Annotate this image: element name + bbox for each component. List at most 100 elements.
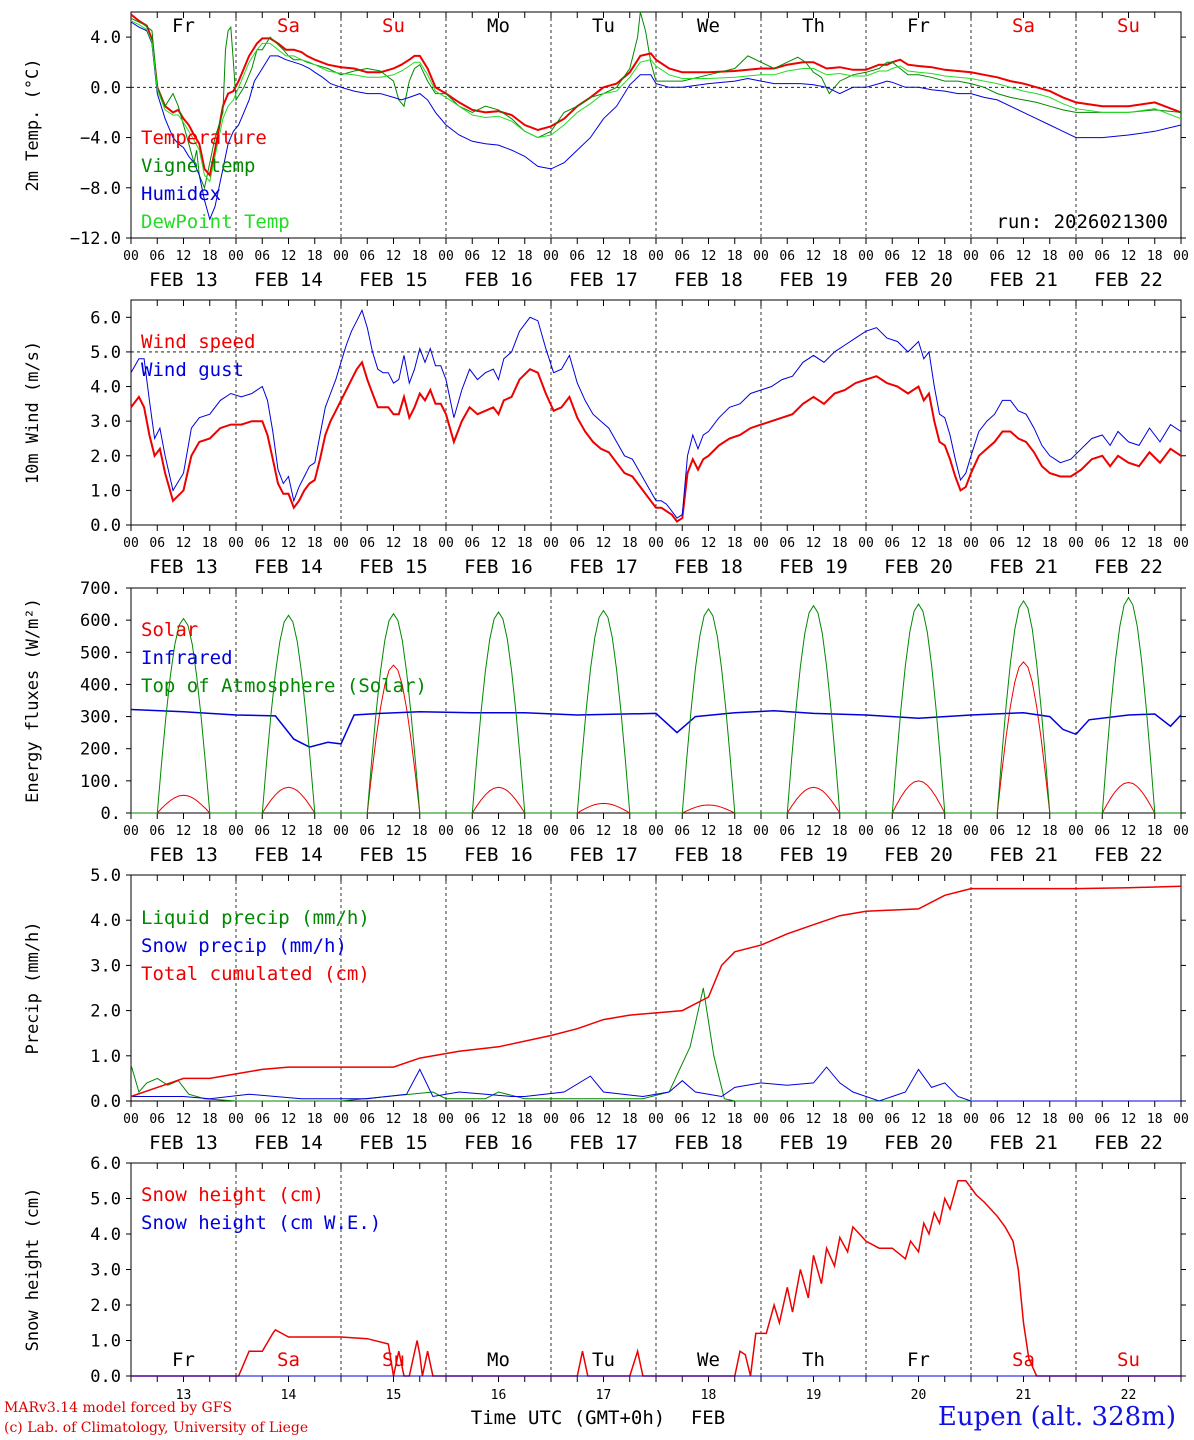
day-number: 13 bbox=[176, 1388, 192, 1403]
date-label: FEB 22 bbox=[1094, 556, 1163, 578]
date-label: FEB 13 bbox=[149, 1132, 218, 1154]
date-label: FEB 16 bbox=[464, 844, 533, 866]
day-number: 17 bbox=[596, 1388, 612, 1403]
hour-label: 18 bbox=[517, 1112, 533, 1127]
hour-label: 06 bbox=[779, 536, 795, 551]
hour-label: 18 bbox=[412, 824, 428, 839]
hour-label: 18 bbox=[832, 249, 848, 264]
hour-label: 00 bbox=[438, 824, 454, 839]
hour-label: 12 bbox=[176, 249, 192, 264]
date-label: FEB 14 bbox=[254, 556, 323, 578]
hour-label: 00 bbox=[543, 1112, 559, 1127]
hour-label: 06 bbox=[884, 824, 900, 839]
hour-label: 06 bbox=[989, 824, 1005, 839]
hour-label: 18 bbox=[937, 249, 953, 264]
hour-label: 06 bbox=[569, 824, 585, 839]
day-number: 16 bbox=[491, 1388, 507, 1403]
hour-label: 12 bbox=[1121, 249, 1137, 264]
y-tick-label: 2.0 bbox=[90, 447, 121, 467]
legend-entry: Snow precip (mm/h) bbox=[141, 935, 347, 957]
legend-entry: Wind speed bbox=[141, 331, 255, 353]
hour-label: 12 bbox=[701, 249, 717, 264]
hour-label: 06 bbox=[674, 824, 690, 839]
y-tick-label: 500. bbox=[80, 643, 121, 663]
hour-label: 00 bbox=[123, 249, 139, 264]
y-tick-label: 400. bbox=[80, 675, 121, 695]
panel-energy: 0. 100. 200. 300. 400. 500. 600. 700. Energy flu… bbox=[23, 579, 1189, 866]
hour-label: 12 bbox=[176, 824, 192, 839]
date-label: FEB 22 bbox=[1094, 844, 1163, 866]
hour-label: 18 bbox=[727, 1112, 743, 1127]
date-label: FEB 22 bbox=[1094, 1132, 1163, 1154]
day-name: Sa bbox=[1012, 15, 1035, 37]
panel-frame bbox=[130, 587, 1182, 814]
y-tick-label: 2.0 bbox=[90, 1002, 121, 1022]
hour-label: 00 bbox=[123, 536, 139, 551]
hour-label: 12 bbox=[281, 536, 297, 551]
hour-label: 18 bbox=[832, 824, 848, 839]
hour-label: 12 bbox=[806, 249, 822, 264]
hour-label: 12 bbox=[386, 824, 402, 839]
hour-label: 18 bbox=[622, 249, 638, 264]
hour-label: 18 bbox=[412, 1112, 428, 1127]
day-name: Mo bbox=[487, 15, 510, 37]
lab-credit: (c) Lab. of Climatology, University of L… bbox=[4, 1420, 309, 1436]
legend-entry: Total cumulated (cm) bbox=[141, 963, 370, 985]
hour-label: 12 bbox=[281, 824, 297, 839]
hour-label: 18 bbox=[1042, 824, 1058, 839]
day-name: We bbox=[697, 1349, 720, 1371]
day-name: Mo bbox=[487, 1349, 510, 1371]
date-label: FEB 16 bbox=[464, 556, 533, 578]
panel-precip: 0.0 1.0 2.0 3.0 4.0 5.0 Precip (mm/h) 00 06 12 18 0… bbox=[23, 866, 1189, 1154]
y-tick-label: 5.0 bbox=[90, 1190, 121, 1210]
date-label: FEB 18 bbox=[674, 1132, 743, 1154]
hour-label: 18 bbox=[517, 249, 533, 264]
hour-label: 00 bbox=[333, 1112, 349, 1127]
day-name: Th bbox=[802, 15, 825, 37]
legend-entry: Solar bbox=[141, 619, 198, 641]
date-label: FEB 17 bbox=[569, 556, 638, 578]
hour-label: 18 bbox=[1147, 249, 1163, 264]
hour-label: 06 bbox=[464, 249, 480, 264]
hour-label: 18 bbox=[307, 1112, 323, 1127]
date-label: FEB 17 bbox=[569, 269, 638, 291]
x-axis-label: Time UTC (GMT+0h) bbox=[471, 1407, 665, 1429]
hour-label: 12 bbox=[806, 1112, 822, 1127]
hour-label: 18 bbox=[202, 536, 218, 551]
date-label: FEB 16 bbox=[464, 269, 533, 291]
hour-label: 18 bbox=[202, 824, 218, 839]
y-tick-label: 5.0 bbox=[90, 343, 121, 363]
hour-label: 12 bbox=[491, 824, 507, 839]
date-label: FEB 16 bbox=[464, 1132, 533, 1154]
hour-label: 18 bbox=[727, 536, 743, 551]
hour-label: 12 bbox=[596, 824, 612, 839]
y-tick-label: 0.0 bbox=[90, 1367, 121, 1387]
date-label: FEB 17 bbox=[569, 1132, 638, 1154]
hour-label: 06 bbox=[149, 249, 165, 264]
y-tick-label: 1.0 bbox=[90, 1332, 121, 1352]
hour-label: 00 bbox=[543, 824, 559, 839]
y-tick-label: 6.0 bbox=[90, 308, 121, 328]
series-line-wind-speed bbox=[130, 360, 1182, 523]
date-label: FEB 19 bbox=[779, 844, 848, 866]
y-tick-label: 4.0 bbox=[90, 911, 121, 931]
hour-label: 06 bbox=[989, 1112, 1005, 1127]
y-tick-label: 0.0 bbox=[90, 516, 121, 536]
hour-label: 18 bbox=[832, 536, 848, 551]
day-name: Su bbox=[382, 15, 405, 37]
date-label: FEB 13 bbox=[149, 844, 218, 866]
hour-label: 06 bbox=[254, 824, 270, 839]
series-line-top-of-atmosphere-solar- bbox=[131, 596, 1181, 814]
hour-label: 12 bbox=[596, 1112, 612, 1127]
hour-label: 06 bbox=[254, 249, 270, 264]
day-name: Sa bbox=[277, 15, 300, 37]
hour-label: 18 bbox=[727, 249, 743, 264]
date-label: FEB 18 bbox=[674, 269, 743, 291]
y-axis-label: 2m Temp. (°C) bbox=[23, 58, 43, 191]
hour-label: 12 bbox=[1016, 824, 1032, 839]
series-line-snow-height-cm- bbox=[131, 1180, 1181, 1377]
hour-label: 12 bbox=[911, 249, 927, 264]
y-tick-label: 4.0 bbox=[90, 28, 121, 48]
hour-label: 18 bbox=[517, 536, 533, 551]
date-label: FEB 20 bbox=[884, 844, 953, 866]
